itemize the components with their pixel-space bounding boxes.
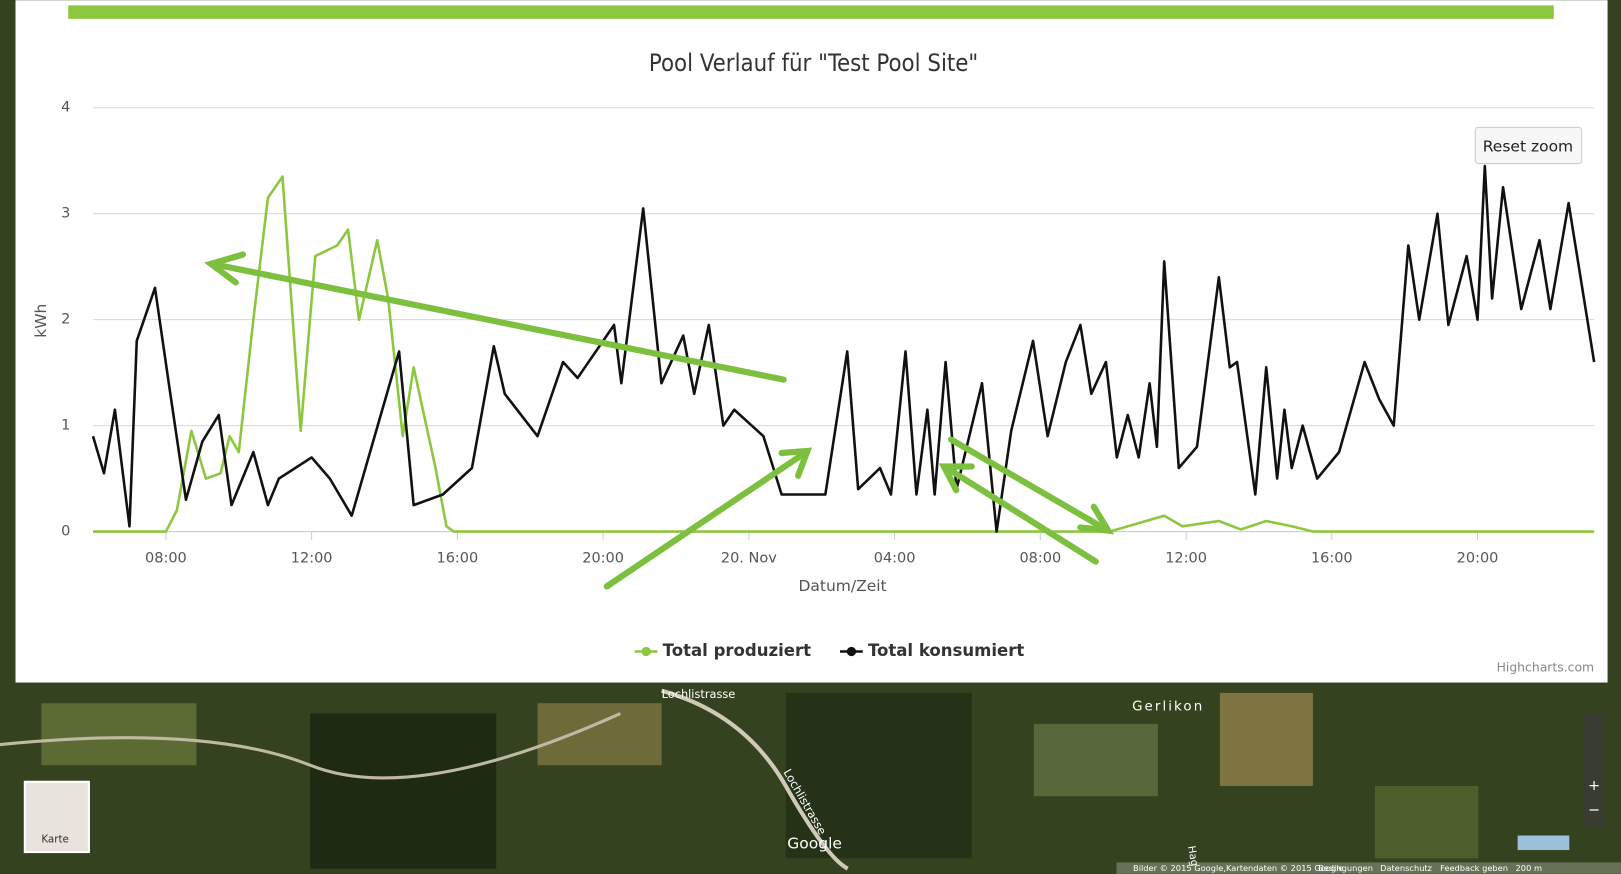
svg-text:−: −: [1588, 803, 1600, 819]
x-tick-label: 20:00: [582, 550, 624, 566]
legend-item[interactable]: Total konsumiert: [840, 641, 1024, 660]
x-tick-label: 12:00: [1165, 550, 1207, 566]
legend-marker: [847, 647, 856, 656]
legend-marker: [641, 647, 650, 656]
legend-label: Total konsumiert: [868, 641, 1024, 660]
map-footer: Bilder © 2015 Google,Kartendaten © 2015 …: [1133, 863, 1343, 873]
map-footer[interactable]: Datenschutz: [1380, 863, 1432, 873]
street-label: Lochlistrasse: [662, 687, 736, 701]
map-footer[interactable]: Bedingungen: [1318, 863, 1373, 873]
place-label: Gerlikon: [1132, 699, 1204, 714]
y-tick-label: 4: [61, 100, 70, 116]
google-logo: Google: [787, 834, 842, 852]
legend-label: Total produziert: [663, 641, 812, 660]
y-tick-label: 1: [61, 418, 70, 434]
x-tick-label: 04:00: [874, 550, 916, 566]
x-tick-label: 08:00: [145, 550, 187, 566]
reset-zoom-label[interactable]: Reset zoom: [1483, 138, 1573, 156]
x-tick-label: 20. Nov: [721, 550, 777, 566]
chart-title: Pool Verlauf für "Test Pool Site": [649, 49, 978, 77]
reset-zoom-button[interactable]: Reset zoom: [1475, 127, 1581, 163]
y-axis-label: kWh: [32, 304, 50, 338]
x-tick-label: 20:00: [1457, 550, 1499, 566]
x-tick-label: 08:00: [1019, 550, 1061, 566]
y-tick-label: 0: [61, 524, 70, 540]
page: {"chart_data":{"type":"line","title":"Po…: [0, 0, 1621, 874]
map-footer: 200 m: [1516, 863, 1542, 873]
y-tick-label: 3: [61, 206, 70, 222]
y-tick-label: 2: [61, 312, 70, 328]
x-tick-label: 12:00: [291, 550, 333, 566]
screen: Lochlistrasse Lochlistrasse Hag Gerlikon…: [0, 0, 1621, 874]
x-axis-label: Datum/Zeit: [798, 577, 886, 595]
map-type-thumbnail[interactable]: Karte: [25, 782, 89, 852]
x-tick-label: 16:00: [437, 550, 479, 566]
svg-text:+: +: [1588, 778, 1600, 794]
map-footer[interactable]: Feedback geben: [1440, 863, 1508, 873]
credits[interactable]: Highcharts.com: [1497, 660, 1595, 675]
thumbnail-label: Karte: [41, 834, 69, 846]
header-bar: [68, 5, 1554, 18]
x-tick-label: 16:00: [1311, 550, 1353, 566]
